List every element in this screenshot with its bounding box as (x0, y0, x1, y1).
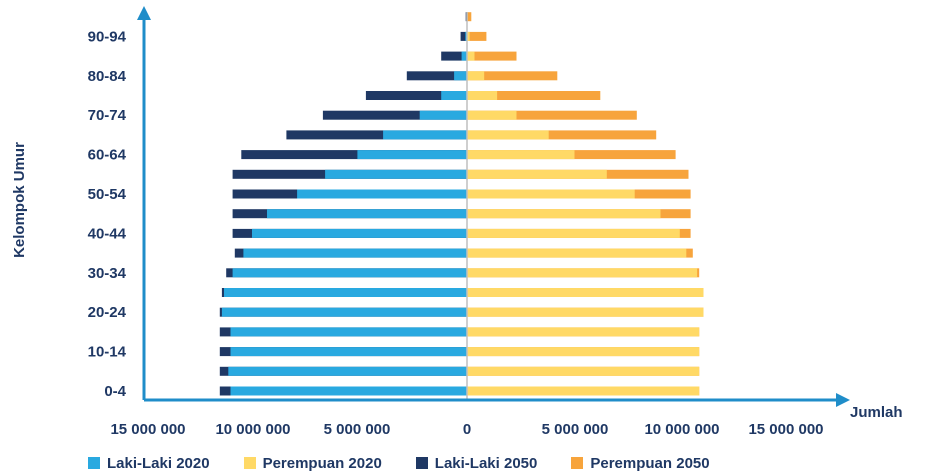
y-axis-title: Kelompok Umur (11, 142, 28, 258)
bar-perempuan-2020-80-84 (467, 71, 485, 81)
bar-perempuan-2050-70-74 (467, 110, 637, 120)
y-tick-label: 0-4 (104, 383, 126, 400)
legend-swatch-icon (243, 457, 256, 469)
bar-laki-laki-2020-30-34 (232, 268, 467, 278)
bar-laki-laki-2020-25-29 (224, 288, 467, 297)
bars-layer (219, 12, 704, 396)
bar-perempuan-2050-95+ (467, 12, 472, 22)
legend-item-perempuan-2050: Perempuan 2050 (571, 454, 710, 472)
bar-laki-laki-2020-20-24 (221, 307, 467, 317)
bar-laki-laki-2020-90-94 (465, 31, 467, 41)
bar-perempuan-2020-60-64 (467, 150, 575, 160)
legend-item-laki-laki-2050: Laki-Laki 2050 (415, 454, 538, 472)
bar-perempuan-2020-50-54 (467, 189, 635, 199)
bar-perempuan-2020-15-19 (467, 327, 700, 337)
bar-perempuan-2020-20-24 (467, 307, 704, 317)
x-tick-label: 10 000 000 (215, 421, 290, 438)
bar-perempuan-2020-25-29 (467, 288, 704, 297)
bar-perempuan-2020-70-74 (467, 110, 517, 120)
bar-perempuan-2020-30-34 (467, 268, 698, 278)
bar-laki-laki-2020-55-59 (325, 169, 467, 179)
y-tick-label: 40-44 (88, 225, 127, 242)
bar-laki-laki-2050-85-89 (441, 51, 467, 61)
y-tick-label: 90-94 (88, 28, 127, 45)
legend-label: Perempuan 2050 (590, 454, 710, 472)
legend-swatch-icon (415, 457, 428, 469)
bar-perempuan-2020-65-69 (467, 130, 549, 140)
bar-laki-laki-2020-45-49 (267, 209, 467, 219)
bar-perempuan-2020-45-49 (467, 209, 661, 219)
bar-laki-laki-2020-85-89 (461, 51, 467, 61)
bar-laki-laki-2020-60-64 (357, 150, 468, 160)
y-tick-label: 50-54 (88, 186, 127, 203)
bar-laki-laki-2020-5-9 (228, 366, 467, 376)
y-tick-label: 60-64 (88, 147, 127, 164)
bar-laki-laki-2020-0-4 (230, 386, 467, 396)
bar-laki-laki-2050-90-94 (460, 31, 468, 41)
x-tick-label: 15 000 000 (748, 421, 823, 438)
y-tick-labels: 0-4 10-14 20-24 30-34 40-44 50-54 60-64 70-74 80… (88, 28, 127, 400)
bar-perempuan-2020-0-4 (467, 386, 700, 396)
x-tick-label: 5 000 000 (542, 421, 609, 438)
bar-laki-laki-2050-70-74 (322, 110, 467, 120)
bar-perempuan-2020-5-9 (467, 366, 700, 376)
legend-swatch-icon (88, 457, 100, 469)
bar-perempuan-2050-90-94 (467, 31, 487, 41)
x-tick-label: 5 000 000 (324, 421, 391, 438)
bar-perempuan-2050-75-79 (467, 91, 601, 100)
x-axis-title: Jumlah (850, 404, 903, 421)
bar-perempuan-2020-55-59 (467, 169, 607, 179)
y-tick-label: 20-24 (88, 304, 127, 321)
x-tick-labels: 15 000 000 10 000 000 5 000 000 0 5 000 000 1… (110, 421, 823, 438)
bar-laki-laki-2050-65-69 (286, 130, 467, 140)
bar-perempuan-2020-35-39 (467, 248, 687, 258)
x-tick-label: 15 000 000 (110, 421, 185, 438)
bar-perempuan-2020-85-89 (467, 51, 475, 61)
x-tick-label: 0 (463, 421, 471, 438)
bar-laki-laki-2020-65-69 (383, 130, 467, 140)
bar-perempuan-2020-90-94 (467, 31, 470, 41)
bar-laki-laki-2050-75-79 (365, 91, 467, 100)
legend-swatch-icon (571, 457, 584, 469)
bar-perempuan-2050-80-84 (467, 71, 558, 81)
y-axis-arrow-icon (137, 6, 151, 20)
legend-label: Laki-Laki 2050 (434, 454, 538, 472)
bar-perempuan-2020-40-44 (467, 228, 680, 238)
bar-laki-laki-2020-75-79 (441, 91, 467, 100)
bar-laki-laki-2020-10-14 (230, 347, 467, 357)
bar-laki-laki-2020-15-19 (230, 327, 467, 337)
y-tick-label: 80-84 (88, 68, 127, 85)
y-tick-label: 30-34 (88, 265, 127, 282)
bar-perempuan-2020-10-14 (467, 347, 700, 357)
bar-laki-laki-2020-35-39 (243, 248, 467, 258)
bar-perempuan-2050-65-69 (467, 130, 657, 140)
bar-laki-laki-2050-80-84 (406, 71, 467, 81)
y-tick-label: 70-74 (88, 107, 127, 124)
bar-laki-laki-2050-60-64 (241, 150, 468, 160)
bar-perempuan-2020-75-79 (467, 91, 498, 100)
legend-item-laki-laki-2020: Laki-Laki 2020 (88, 455, 210, 472)
y-tick-label: 10-14 (88, 344, 127, 361)
bar-perempuan-2050-85-89 (467, 51, 517, 61)
bar-laki-laki-2020-40-44 (252, 228, 467, 238)
legend-label: Perempuan 2020 (262, 454, 382, 472)
x-axis-arrow-icon (836, 393, 850, 407)
chart-legend: Laki-Laki 2020 Perempuan 2020 Laki-Laki … (88, 452, 918, 474)
bar-laki-laki-2020-80-84 (454, 71, 467, 81)
legend-label: Laki-Laki 2020 (107, 454, 210, 472)
bar-laki-laki-2020-50-54 (297, 189, 467, 199)
bar-laki-laki-2020-70-74 (419, 110, 467, 120)
x-tick-label: 10 000 000 (644, 421, 719, 438)
legend-item-perempuan-2020: Perempuan 2020 (243, 454, 382, 472)
